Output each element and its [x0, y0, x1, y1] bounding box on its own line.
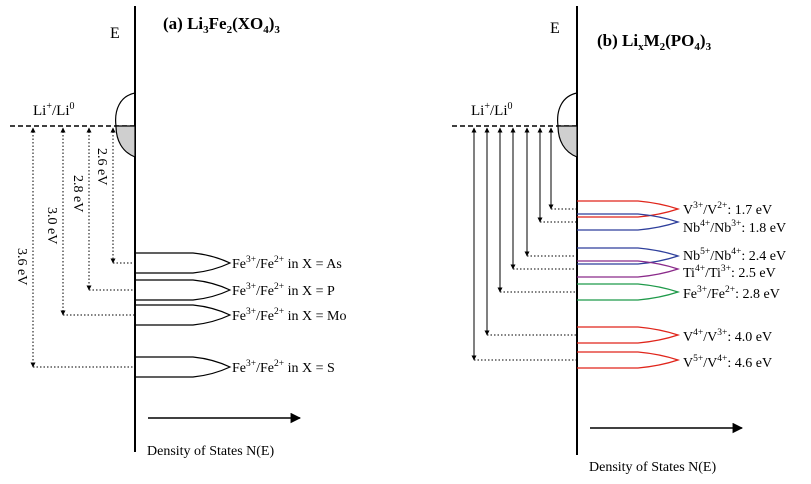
panel-a-band-label-as: Fe3+/Fe2+ in X = As	[232, 255, 342, 272]
panel-b-axis-label: E	[550, 20, 560, 37]
panel-a-band-label-p: Fe3+/Fe2+ in X = P	[232, 282, 335, 299]
panel-a-gap-2-6: 2.6 eV	[94, 148, 109, 185]
panel-b-band-label-v32: V3+/V2+: 1.7 eV	[683, 201, 772, 218]
panel-b-band-label-fe32: Fe3+/Fe2+: 2.8 eV	[683, 285, 780, 302]
panel-a-axis-label: E	[110, 25, 120, 42]
panel-a-band-mo	[135, 304, 232, 326]
panel-a-band-as	[135, 252, 232, 274]
panel-a-reference-label: Li+/Li0	[33, 101, 74, 119]
panel-a: E (a) Li3Fe2(XO4)3 Li+/Li0 Fe3+/Fe2+ in …	[10, 6, 346, 459]
panel-b-band-fe32	[577, 283, 681, 301]
panel-a-gap-3-6: 3.6 eV	[14, 248, 29, 285]
panel-b: E (b) LixM2(PO4)3 Li+/Li0 V3+/V2+: 1.7 e…	[452, 6, 786, 475]
panel-b-band-nb43	[577, 213, 681, 231]
panel-b-dos-label: Density of States N(E)	[589, 460, 716, 475]
panel-b-li-empty-band	[557, 92, 578, 127]
panel-b-band-v43	[577, 326, 681, 344]
panel-b-band-v54	[577, 351, 681, 369]
panel-b-band-ti43	[577, 260, 681, 278]
panel-a-band-label-s: Fe3+/Fe2+ in X = S	[232, 359, 335, 376]
panel-b-reference-label: Li+/Li0	[471, 101, 512, 119]
panel-a-band-s	[135, 356, 232, 378]
panel-b-li-filled-band	[557, 125, 578, 158]
panel-b-band-label-nb54: Nb5+/Nb4+: 2.4 eV	[683, 247, 786, 264]
panel-a-title: (a) Li3Fe2(XO4)3	[163, 14, 280, 36]
panel-a-dos-label: Density of States N(E)	[147, 444, 274, 459]
panel-b-title: (b) LixM2(PO4)3	[597, 31, 712, 53]
panel-a-gap-2-8: 2.8 eV	[70, 175, 85, 212]
panel-a-gap-3-0: 3.0 eV	[44, 207, 59, 244]
panel-a-li-empty-band	[115, 92, 136, 127]
panel-b-band-label-ti43: Ti4+/Ti3+: 2.5 eV	[683, 264, 776, 281]
panel-a-band-label-mo: Fe3+/Fe2+ in X = Mo	[232, 307, 346, 324]
panel-a-band-p	[135, 279, 232, 301]
panel-b-band-label-v54: V5+/V4+: 4.6 eV	[683, 354, 772, 371]
panel-a-li-filled-band	[115, 125, 136, 158]
panel-b-band-label-nb43: Nb4+/Nb3+: 1.8 eV	[683, 219, 786, 236]
panel-b-band-v32	[577, 200, 681, 218]
panel-b-band-label-v43: V4+/V3+: 4.0 eV	[683, 328, 772, 345]
panel-b-band-nb54	[577, 247, 681, 265]
